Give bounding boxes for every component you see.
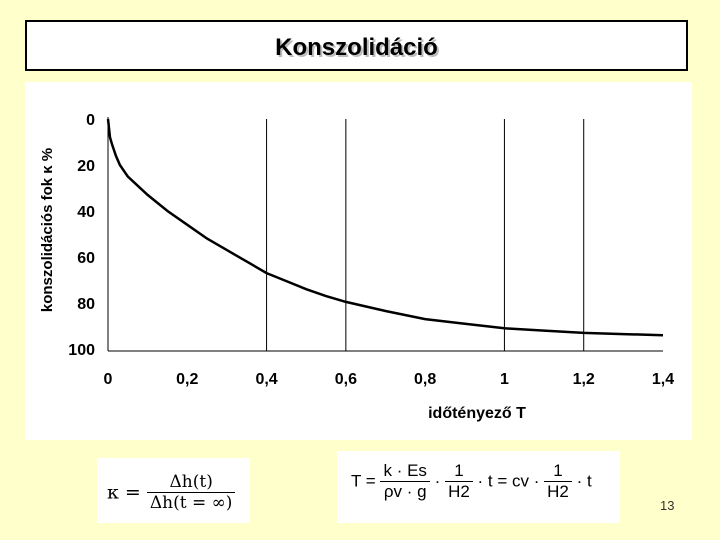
y-tick-label: 100 bbox=[68, 342, 95, 359]
kappa-denominator: Δh(t = ∞) bbox=[149, 493, 233, 513]
y-tick-label: 20 bbox=[77, 158, 95, 175]
t-frac3-denominator: H2 bbox=[547, 482, 569, 501]
chart-panel: 0 20 40 60 80 100 0 0,2 0,4 0,6 0,8 1 1,2 1,4 időtén… bbox=[25, 82, 692, 440]
slide-title: Konszolidáció bbox=[275, 34, 438, 61]
x-tick-label: 1,2 bbox=[573, 371, 595, 388]
x-axis-label: időtényező T bbox=[428, 405, 526, 422]
consolidation-curve bbox=[106, 118, 664, 337]
t-lhs: T = bbox=[351, 471, 376, 491]
consolidation-chart: 0 20 40 60 80 100 0 0,2 0,4 0,6 0,8 1 1,2 1,4 időtén… bbox=[39, 112, 674, 422]
x-tick-label: 0,4 bbox=[255, 371, 277, 388]
x-tick-label: 0,6 bbox=[335, 371, 357, 388]
kappa-numerator: Δh(t) bbox=[146, 472, 236, 493]
y-tick-label: 80 bbox=[77, 296, 95, 313]
x-tick-label: 0,2 bbox=[176, 371, 198, 388]
y-tick-label: 60 bbox=[77, 250, 95, 267]
t-frac2-denominator: H2 bbox=[448, 482, 470, 501]
t-middle: · t = cv · bbox=[477, 471, 540, 491]
x-tick-label: 0 bbox=[104, 371, 113, 388]
title-box: Konszolidáció bbox=[25, 20, 688, 71]
y-tick-label: 40 bbox=[77, 204, 95, 221]
y-axis-label: konszolidációs fok κ % bbox=[39, 148, 56, 312]
time-factor-formula: T = k · Es ρv · g · 1 H2 · t = cv · 1 H2… bbox=[337, 451, 620, 523]
kappa-formula: κ = Δh(t) Δh(t = ∞) bbox=[97, 458, 250, 523]
y-tick-label: 0 bbox=[86, 112, 95, 129]
x-tick-label: 0,8 bbox=[414, 371, 436, 388]
t-frac2-numerator: 1 bbox=[445, 461, 473, 482]
t-frac3-numerator: 1 bbox=[544, 461, 572, 482]
x-tick-label: 1 bbox=[500, 371, 509, 388]
kappa-lhs: κ = bbox=[107, 481, 141, 504]
t-tail: · t bbox=[576, 471, 592, 491]
t-frac1-numerator: k · Es bbox=[380, 461, 430, 482]
x-tick-label: 1,4 bbox=[652, 371, 674, 388]
page-number: 13 bbox=[660, 498, 675, 513]
t-frac1-denominator: ρv · g bbox=[383, 482, 427, 501]
t-dot: · bbox=[434, 471, 441, 491]
